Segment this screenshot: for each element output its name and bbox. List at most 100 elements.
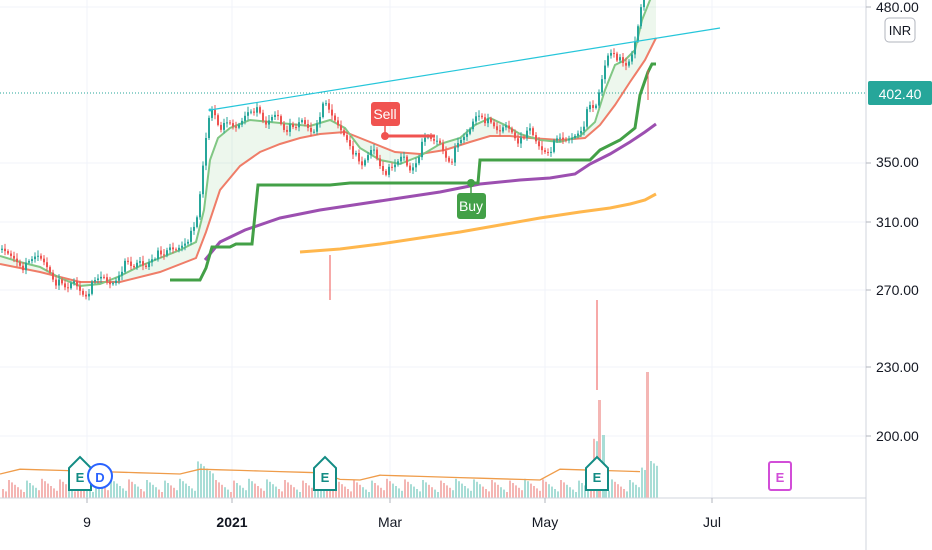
earnings-badge bbox=[585, 455, 609, 491]
ma-orange-line bbox=[299, 192, 657, 254]
candle-body bbox=[4, 248, 6, 252]
candle-body bbox=[559, 137, 561, 139]
volume-bar bbox=[584, 485, 586, 498]
volume-bar bbox=[497, 484, 499, 498]
volume-bar bbox=[269, 481, 271, 498]
volume-bar bbox=[611, 479, 613, 498]
candle-body bbox=[505, 125, 507, 128]
volume-bar bbox=[128, 479, 130, 498]
volume-bar bbox=[374, 483, 376, 498]
volume-bar bbox=[512, 483, 514, 498]
volume-bar bbox=[641, 467, 643, 498]
signal-label: Buy bbox=[459, 198, 483, 214]
candle-body bbox=[139, 261, 141, 263]
candle-body bbox=[544, 150, 546, 153]
candle-body bbox=[565, 139, 567, 141]
candle-body bbox=[553, 140, 555, 152]
candle-body bbox=[361, 161, 363, 166]
candle-body bbox=[520, 137, 522, 144]
candle-body bbox=[523, 137, 525, 139]
volume-bar bbox=[371, 480, 373, 498]
volume-bar bbox=[242, 487, 244, 498]
candle-body bbox=[31, 259, 33, 262]
volume-bar bbox=[251, 481, 253, 498]
candle-body bbox=[301, 120, 303, 123]
ema-fast-line bbox=[0, 0, 652, 288]
candle-body bbox=[256, 107, 258, 113]
candle-body bbox=[142, 261, 144, 266]
volume-bar bbox=[173, 487, 175, 498]
candle-body bbox=[13, 255, 15, 259]
volume-bar bbox=[239, 485, 241, 498]
volume-bar bbox=[20, 489, 22, 498]
volume-bar bbox=[119, 486, 121, 498]
volume-bar bbox=[392, 483, 394, 498]
candle-body bbox=[115, 280, 117, 284]
volume-bar bbox=[308, 485, 310, 498]
volume-bar bbox=[113, 481, 115, 498]
candle-body bbox=[400, 156, 402, 162]
candle-body bbox=[394, 164, 396, 168]
candle-body bbox=[589, 105, 591, 110]
volume-bar bbox=[443, 483, 445, 498]
candle-body bbox=[568, 139, 570, 141]
candle-body bbox=[352, 146, 354, 155]
earnings-badge bbox=[768, 461, 792, 491]
candle-body bbox=[580, 130, 582, 134]
candle-body bbox=[34, 256, 36, 260]
currency-badge[interactable]: INR bbox=[884, 17, 916, 43]
volume-bar bbox=[164, 480, 166, 498]
volume-bar bbox=[227, 489, 229, 498]
candle-body bbox=[643, 0, 645, 8]
candle-body bbox=[307, 124, 309, 128]
volume-bar bbox=[206, 468, 208, 498]
volume-bar bbox=[149, 482, 151, 498]
volume-bar bbox=[230, 492, 232, 498]
volume-bar bbox=[656, 465, 658, 498]
x-tick-label: May bbox=[532, 514, 558, 530]
candle-body bbox=[463, 136, 465, 140]
volume-bar bbox=[137, 486, 139, 498]
last-price-label: 402.40 bbox=[879, 86, 922, 102]
candle-body bbox=[184, 243, 186, 246]
candle-body bbox=[529, 128, 531, 131]
ema-band-fill bbox=[0, 0, 656, 286]
signal-box bbox=[457, 193, 486, 219]
volume-bar bbox=[548, 484, 550, 498]
volume-bar bbox=[635, 484, 637, 498]
trend-line-anchor bbox=[208, 108, 212, 112]
candle-body bbox=[436, 140, 438, 142]
volume-bar bbox=[518, 487, 520, 498]
candle-body bbox=[475, 116, 477, 122]
candle-body bbox=[367, 155, 369, 161]
candle-body bbox=[91, 281, 93, 294]
earnings-flag: E bbox=[68, 455, 92, 491]
candle-body bbox=[265, 120, 267, 125]
candle-body bbox=[247, 112, 249, 116]
candle-body bbox=[127, 260, 129, 262]
y-tick-label: 230.00 bbox=[876, 359, 919, 375]
candle-body bbox=[70, 283, 72, 289]
volume-bar bbox=[278, 489, 280, 498]
candle-body bbox=[562, 137, 564, 140]
candle-body bbox=[217, 115, 219, 125]
volume-bar bbox=[86, 487, 88, 498]
candle-body bbox=[532, 128, 534, 136]
candle-body bbox=[460, 139, 462, 144]
volume-bar bbox=[398, 488, 400, 498]
candle-body bbox=[379, 158, 381, 167]
candle-body bbox=[166, 250, 168, 256]
candle-body bbox=[64, 283, 66, 288]
volume-bar bbox=[104, 487, 106, 498]
volume-bar bbox=[644, 470, 646, 498]
candle-body bbox=[259, 107, 261, 113]
candle-body bbox=[490, 118, 492, 123]
volume-bar bbox=[71, 489, 73, 498]
candle-body bbox=[175, 249, 177, 251]
candle-body bbox=[37, 255, 39, 257]
volume-bar bbox=[209, 471, 211, 498]
candle-body bbox=[319, 117, 321, 124]
candle-body bbox=[424, 137, 426, 142]
earnings-label: E bbox=[593, 470, 602, 485]
